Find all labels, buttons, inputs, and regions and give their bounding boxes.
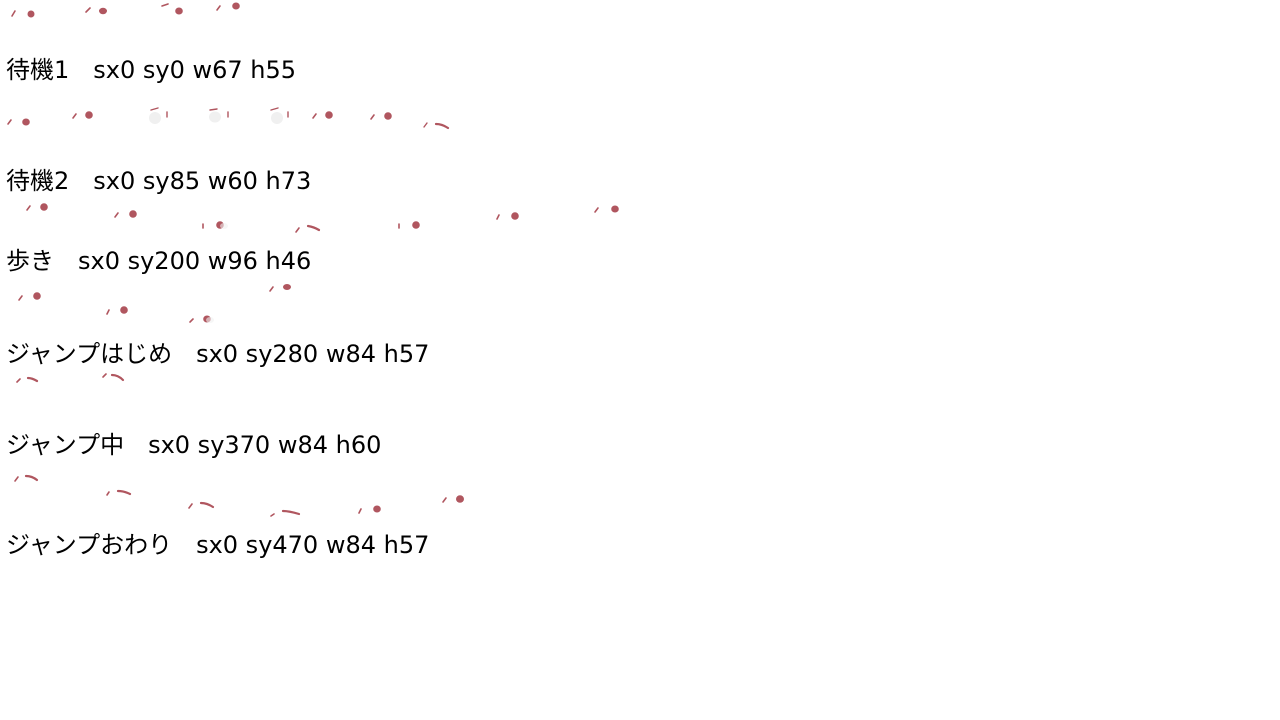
sprite-frame-icon (112, 206, 152, 230)
animation-label-jump-end: ジャンプおわり sx0 sy470 w84 h57 (6, 531, 430, 559)
sprite-frame-icon (592, 202, 632, 226)
sprite-frame-icon (84, 2, 124, 26)
sprite-frame-icon (268, 106, 308, 130)
sprite-frame-icon (104, 486, 144, 510)
sprite-frame-icon (146, 106, 186, 130)
sprite-frame-icon (16, 288, 56, 312)
animation-label-walk: 歩き sx0 sy200 w96 h46 (6, 247, 312, 275)
sprite-strip-jump-start (0, 282, 700, 323)
sprite-frame-icon (24, 198, 64, 222)
sprite-frame-icon (206, 106, 246, 130)
sprite-frame-icon (104, 302, 144, 326)
sprite-frame-icon (186, 498, 226, 522)
sprite-strip-idle1 (0, 0, 700, 40)
sprite-frame-icon (440, 492, 480, 516)
animation-label-jump-start: ジャンプはじめ sx0 sy280 w84 h57 (6, 340, 430, 368)
sprite-strip-idle2 (0, 104, 700, 144)
sprite-frame-icon (14, 372, 54, 396)
sprite-frame-icon (188, 312, 228, 336)
sprite-frame-icon (422, 118, 462, 142)
sprite-frame-icon (294, 220, 334, 244)
sprite-strip-jump-mid (0, 368, 700, 408)
sprite-strip-jump-end (0, 464, 700, 517)
sprite-frame-icon (10, 4, 50, 28)
sprite-frame-icon (310, 108, 350, 132)
sprite-frame-icon (214, 0, 254, 24)
sprite-strip-walk (0, 196, 700, 236)
animation-label-jump-mid: ジャンプ中 sx0 sy370 w84 h60 (6, 431, 382, 459)
animation-label-idle2: 待機2 sx0 sy85 w60 h73 (6, 167, 312, 195)
sprite-frame-icon (356, 502, 396, 526)
sprite-frame-icon (268, 282, 308, 306)
sprite-frame-icon (70, 108, 110, 132)
sprite-frame-icon (494, 208, 534, 232)
sprite-frame-icon (396, 216, 436, 240)
sprite-frame-icon (100, 370, 140, 394)
sprite-frame-icon (200, 216, 240, 240)
animation-label-idle1: 待機1 sx0 sy0 w67 h55 (6, 56, 297, 84)
sprite-frame-icon (6, 112, 46, 136)
sprite-frame-icon (12, 470, 52, 494)
sprite-frame-icon (368, 108, 408, 132)
sprite-frame-icon (268, 506, 308, 530)
sprite-frame-icon (160, 1, 200, 25)
